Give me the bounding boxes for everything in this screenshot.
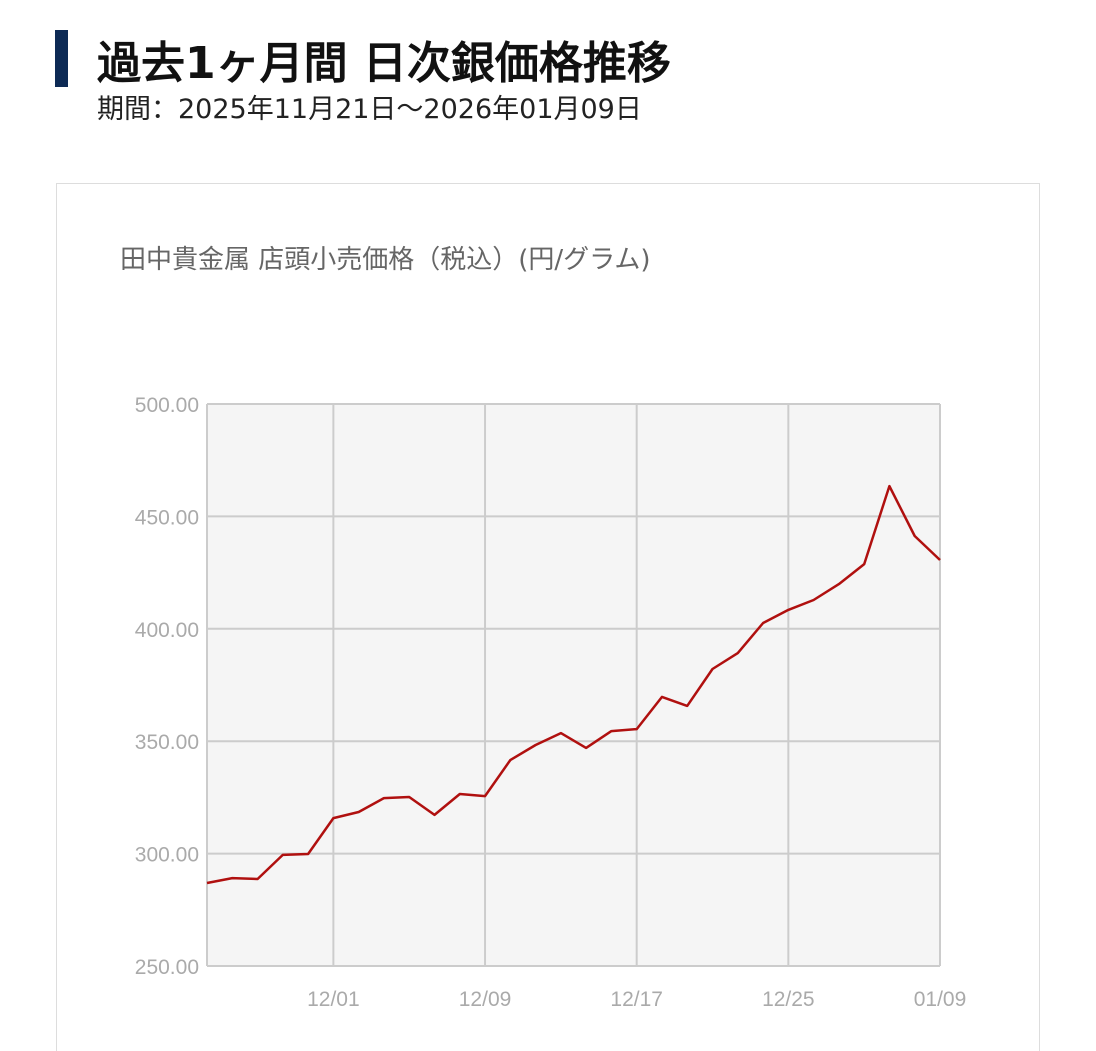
period: 期間：2025年11月21日～2026年01月09日	[97, 94, 642, 125]
plot-area	[207, 404, 940, 966]
y-tick-label: 450.00	[135, 506, 199, 529]
x-tick-label: 12/01	[307, 988, 360, 1011]
y-tick-label: 250.00	[135, 956, 199, 979]
y-tick-label: 300.00	[135, 844, 199, 867]
y-tick-label: 500.00	[135, 394, 199, 417]
x-tick-label: 12/09	[459, 988, 512, 1011]
price-line	[206, 484, 941, 885]
title-accent	[55, 30, 68, 87]
y-tick-label: 350.00	[135, 731, 199, 754]
y-tick-label: 400.00	[135, 619, 199, 642]
x-tick-label: 12/25	[762, 988, 815, 1011]
x-tick-label: 01/09	[914, 988, 967, 1011]
chart-title: 田中貴金属 店頭小売価格（税込）(円/グラム)	[120, 245, 651, 275]
x-tick-label: 12/17	[610, 988, 663, 1011]
page-title: 過去1ヶ月間 日次銀価格推移	[97, 38, 671, 89]
